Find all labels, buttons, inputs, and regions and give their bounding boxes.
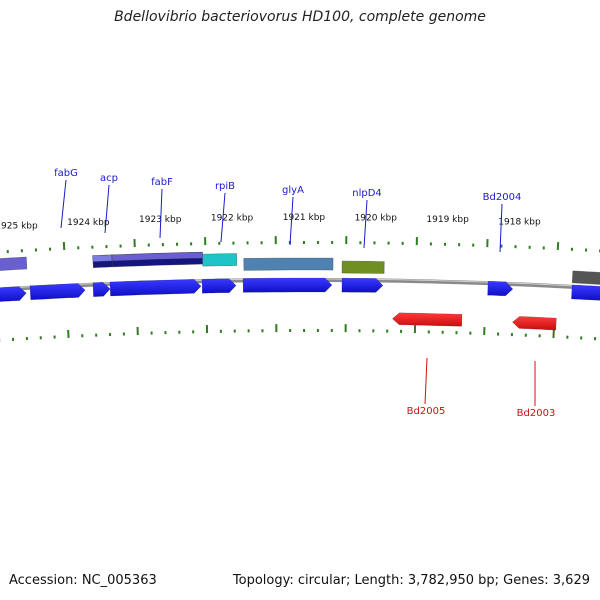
gene-label-leader	[159, 188, 163, 239]
forward-gene	[92, 282, 111, 297]
kbp-label: 1919 kbp	[426, 215, 469, 225]
gene-label: nlpD4	[352, 188, 382, 199]
gene-label: rpiB	[215, 181, 235, 192]
gene-label-leader	[424, 357, 428, 405]
gene-label-leader	[220, 192, 226, 243]
kbp-label: 1922 kbp	[211, 214, 254, 224]
kbp-label: 1920 kbp	[355, 213, 398, 223]
genome-title: Bdellovibrio bacteriovorus HD100, comple…	[114, 9, 486, 25]
feature-bar-acp-top	[92, 254, 113, 263]
feature-bar-rpiB	[202, 253, 238, 267]
kbp-label: 1924 kbp	[67, 218, 110, 228]
gene-label-leader	[289, 196, 294, 246]
gene-label: glyA	[282, 185, 304, 196]
forward-gene	[341, 277, 384, 293]
feature-bar	[571, 270, 600, 285]
gene-label: fabG	[54, 168, 78, 179]
forward-gene	[201, 278, 237, 294]
gene-label: Bd2003	[517, 408, 556, 419]
forward-gene	[242, 277, 333, 293]
feature-bar-nlpD4	[341, 260, 385, 274]
gene-label: fabF	[151, 177, 173, 188]
kbp-label: 1918 kbp	[498, 217, 541, 227]
forward-gene	[571, 284, 600, 301]
reverse-gene	[392, 312, 463, 327]
gene-label-leader	[60, 179, 67, 229]
gene-label: Bd2004	[483, 192, 522, 203]
reverse-gene	[512, 316, 557, 331]
forward-gene	[109, 279, 202, 297]
gene-label-leader	[499, 203, 503, 253]
feature-bar	[0, 256, 28, 271]
accession-label: Accession: NC_005363	[9, 573, 157, 588]
kbp-label: 1921 kbp	[283, 213, 326, 223]
gene-label-leader	[104, 184, 110, 234]
forward-gene	[0, 286, 27, 302]
forward-gene	[29, 283, 86, 301]
forward-gene	[487, 280, 514, 297]
feature-bar-glyA	[243, 257, 334, 271]
gene-label: acp	[100, 173, 118, 184]
gene-label-leader	[363, 199, 368, 249]
genome-summary: Topology: circular; Length: 3,782,950 bp…	[232, 573, 590, 588]
kbp-label: 1925 kbp	[0, 222, 38, 232]
gene-label: Bd2005	[407, 406, 446, 417]
